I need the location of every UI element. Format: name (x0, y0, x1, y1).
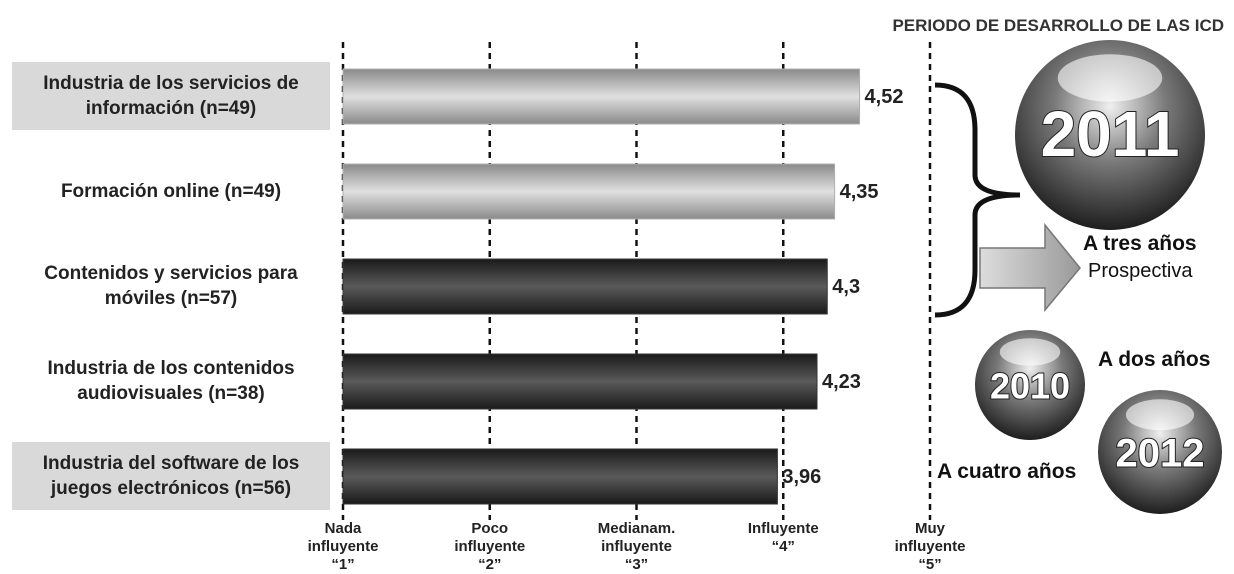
sphere-highlight (1058, 54, 1163, 102)
arrow (980, 225, 1080, 310)
x-tick-label: Muy influyente “5” (887, 520, 973, 574)
category-label: Industria de los contenidos audiovisuale… (12, 347, 330, 415)
category-text: Contenidos y servicios para móviles (n=5… (26, 261, 316, 311)
category-text: Industria de los contenidos audiovisuale… (26, 356, 316, 406)
x-tick-label: Poco influyente “2” (447, 520, 533, 574)
value-label: 4,52 (865, 86, 904, 109)
sidebar-title: PERIODO DE DESARROLLO DE LAS ICD (892, 16, 1224, 36)
period-label: A cuatro años (937, 460, 1076, 484)
sphere-highlight (1000, 338, 1061, 366)
bar (343, 259, 827, 314)
category-label: Formación online (n=49) (12, 157, 330, 225)
category-text: Formación online (n=49) (26, 179, 316, 204)
bar (343, 354, 817, 409)
category-text: Industria del software de los juegos ele… (26, 451, 316, 501)
sphere-year: 2012 (1116, 432, 1205, 476)
x-tick-label: Influyente “4” (740, 520, 826, 556)
category-label: Industria del software de los juegos ele… (12, 442, 330, 510)
value-label: 4,23 (822, 371, 861, 394)
category-text: Industria de los servicios de informació… (26, 71, 316, 121)
value-label: 4,3 (832, 276, 860, 299)
bar (343, 449, 777, 504)
category-label: Contenidos y servicios para móviles (n=5… (12, 252, 330, 320)
sphere-year: 2010 (990, 366, 1070, 407)
category-label: Industria de los servicios de informació… (12, 62, 330, 130)
sphere-year: 2011 (1041, 98, 1180, 170)
period-label: A dos años (1098, 348, 1210, 372)
sphere-highlight (1126, 399, 1194, 430)
bar (343, 69, 860, 124)
period-note: Prospectiva (1088, 260, 1193, 283)
x-tick-label: Nada influyente “1” (300, 520, 386, 574)
period-label: A tres años (1083, 232, 1197, 256)
page: 2011 2010 2012 PERIODO DE DESARROLLO DE LA… (0, 0, 1234, 574)
bar (343, 164, 835, 219)
x-tick-label: Medianam. influyente “3” (594, 520, 680, 574)
value-label: 3,96 (782, 466, 821, 489)
value-label: 4,35 (840, 181, 879, 204)
